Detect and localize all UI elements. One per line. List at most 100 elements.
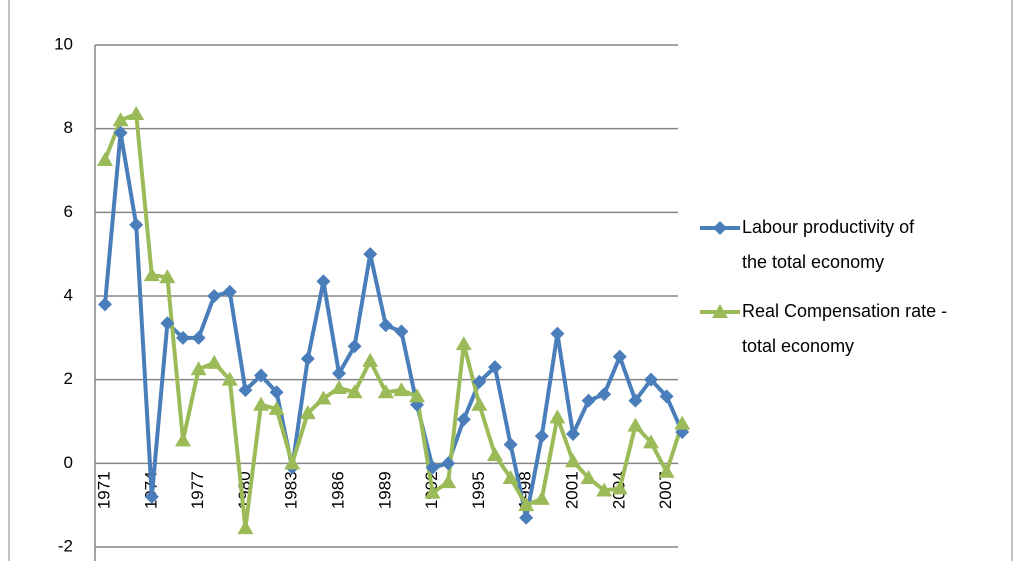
data-point [549,409,566,424]
data-point [378,318,393,333]
data-point [143,267,160,282]
data-point [175,432,191,447]
data-point [207,289,222,303]
data-point [596,482,613,497]
data-point [550,326,565,341]
x-tick-label: 1971 [94,471,113,509]
data-point [238,383,253,398]
y-tick-label: 4 [64,285,73,304]
data-point [644,372,658,387]
data-point [425,460,440,475]
data-point [424,484,441,499]
legend-label: Real Compensation rate - total economy [742,301,947,356]
data-point [269,385,284,400]
data-point [471,396,488,411]
data-point [98,297,112,312]
data-point [394,324,409,339]
data-point [176,330,190,345]
data-point [518,497,535,512]
data-point [159,269,176,284]
legend-label: Labour productivity of the total economy [742,217,915,272]
data-point [487,446,503,461]
data-point [441,456,456,471]
legend-label-line: total economy [742,336,854,356]
data-point [315,390,332,405]
x-tick-label: 1983 [282,471,301,509]
data-point [206,354,223,369]
data-point [128,106,145,121]
x-tick-label: 1977 [188,471,207,509]
x-tick-label: 1995 [469,471,488,509]
data-point [113,125,128,140]
data-point [160,316,175,331]
data-point [643,434,659,449]
data-point [580,469,597,484]
data-point [190,361,207,376]
data-point [472,374,487,389]
data-point [97,152,113,167]
data-point [332,366,346,381]
data-point [627,417,644,432]
data-point [659,389,674,404]
data-point [612,349,627,364]
y-tick-label: 10 [54,34,73,53]
data-point [237,520,254,535]
legend-marker [713,221,727,235]
x-tick-label: 2007 [656,471,675,509]
data-point [533,490,550,505]
data-point [191,330,206,345]
data-point [331,380,347,395]
data-point [519,510,534,525]
data-point [440,474,457,489]
data-point [658,463,675,478]
data-point [316,274,331,289]
data-point [502,469,519,484]
data-point [565,453,581,468]
data-point [488,360,502,375]
y-tick-label: 6 [64,202,73,221]
data-point [455,336,472,351]
y-tick-label: 2 [64,369,73,388]
data-point [362,352,379,367]
data-point [129,217,144,232]
series-line [103,112,685,531]
data-point [611,480,628,495]
x-tick-label: 1986 [328,471,347,509]
legend-label-line: the total economy [742,252,884,272]
data-point [674,415,691,430]
data-point [377,384,394,399]
data-point [254,368,268,383]
y-tick-label: -2 [58,536,73,555]
data-point [284,455,301,470]
data-point [566,427,580,442]
legend-label-line: Labour productivity of [742,217,915,237]
legend-marker [712,304,728,318]
data-point [222,284,237,299]
data-point [144,489,159,504]
chart-border [8,0,1013,561]
data-point [534,429,549,444]
data-point [628,393,643,408]
legend-label-line: Real Compensation rate - [742,301,947,321]
data-point [347,339,362,354]
data-point [456,412,471,427]
data-point [363,247,378,262]
y-tick-label: 0 [64,453,73,472]
series-line [103,130,685,520]
data-point [253,396,269,411]
data-point [299,405,316,420]
data-point [597,387,612,402]
y-tick-label: 8 [64,118,73,137]
data-point [268,400,285,415]
data-point [503,437,518,452]
data-point [393,382,410,397]
data-point [221,371,238,386]
x-tick-label: 1989 [375,471,394,509]
data-point [300,351,315,366]
data-point [112,112,129,127]
x-tick-label: 2001 [562,471,581,509]
data-point [346,384,363,399]
data-point [581,393,596,408]
data-point [409,388,425,403]
